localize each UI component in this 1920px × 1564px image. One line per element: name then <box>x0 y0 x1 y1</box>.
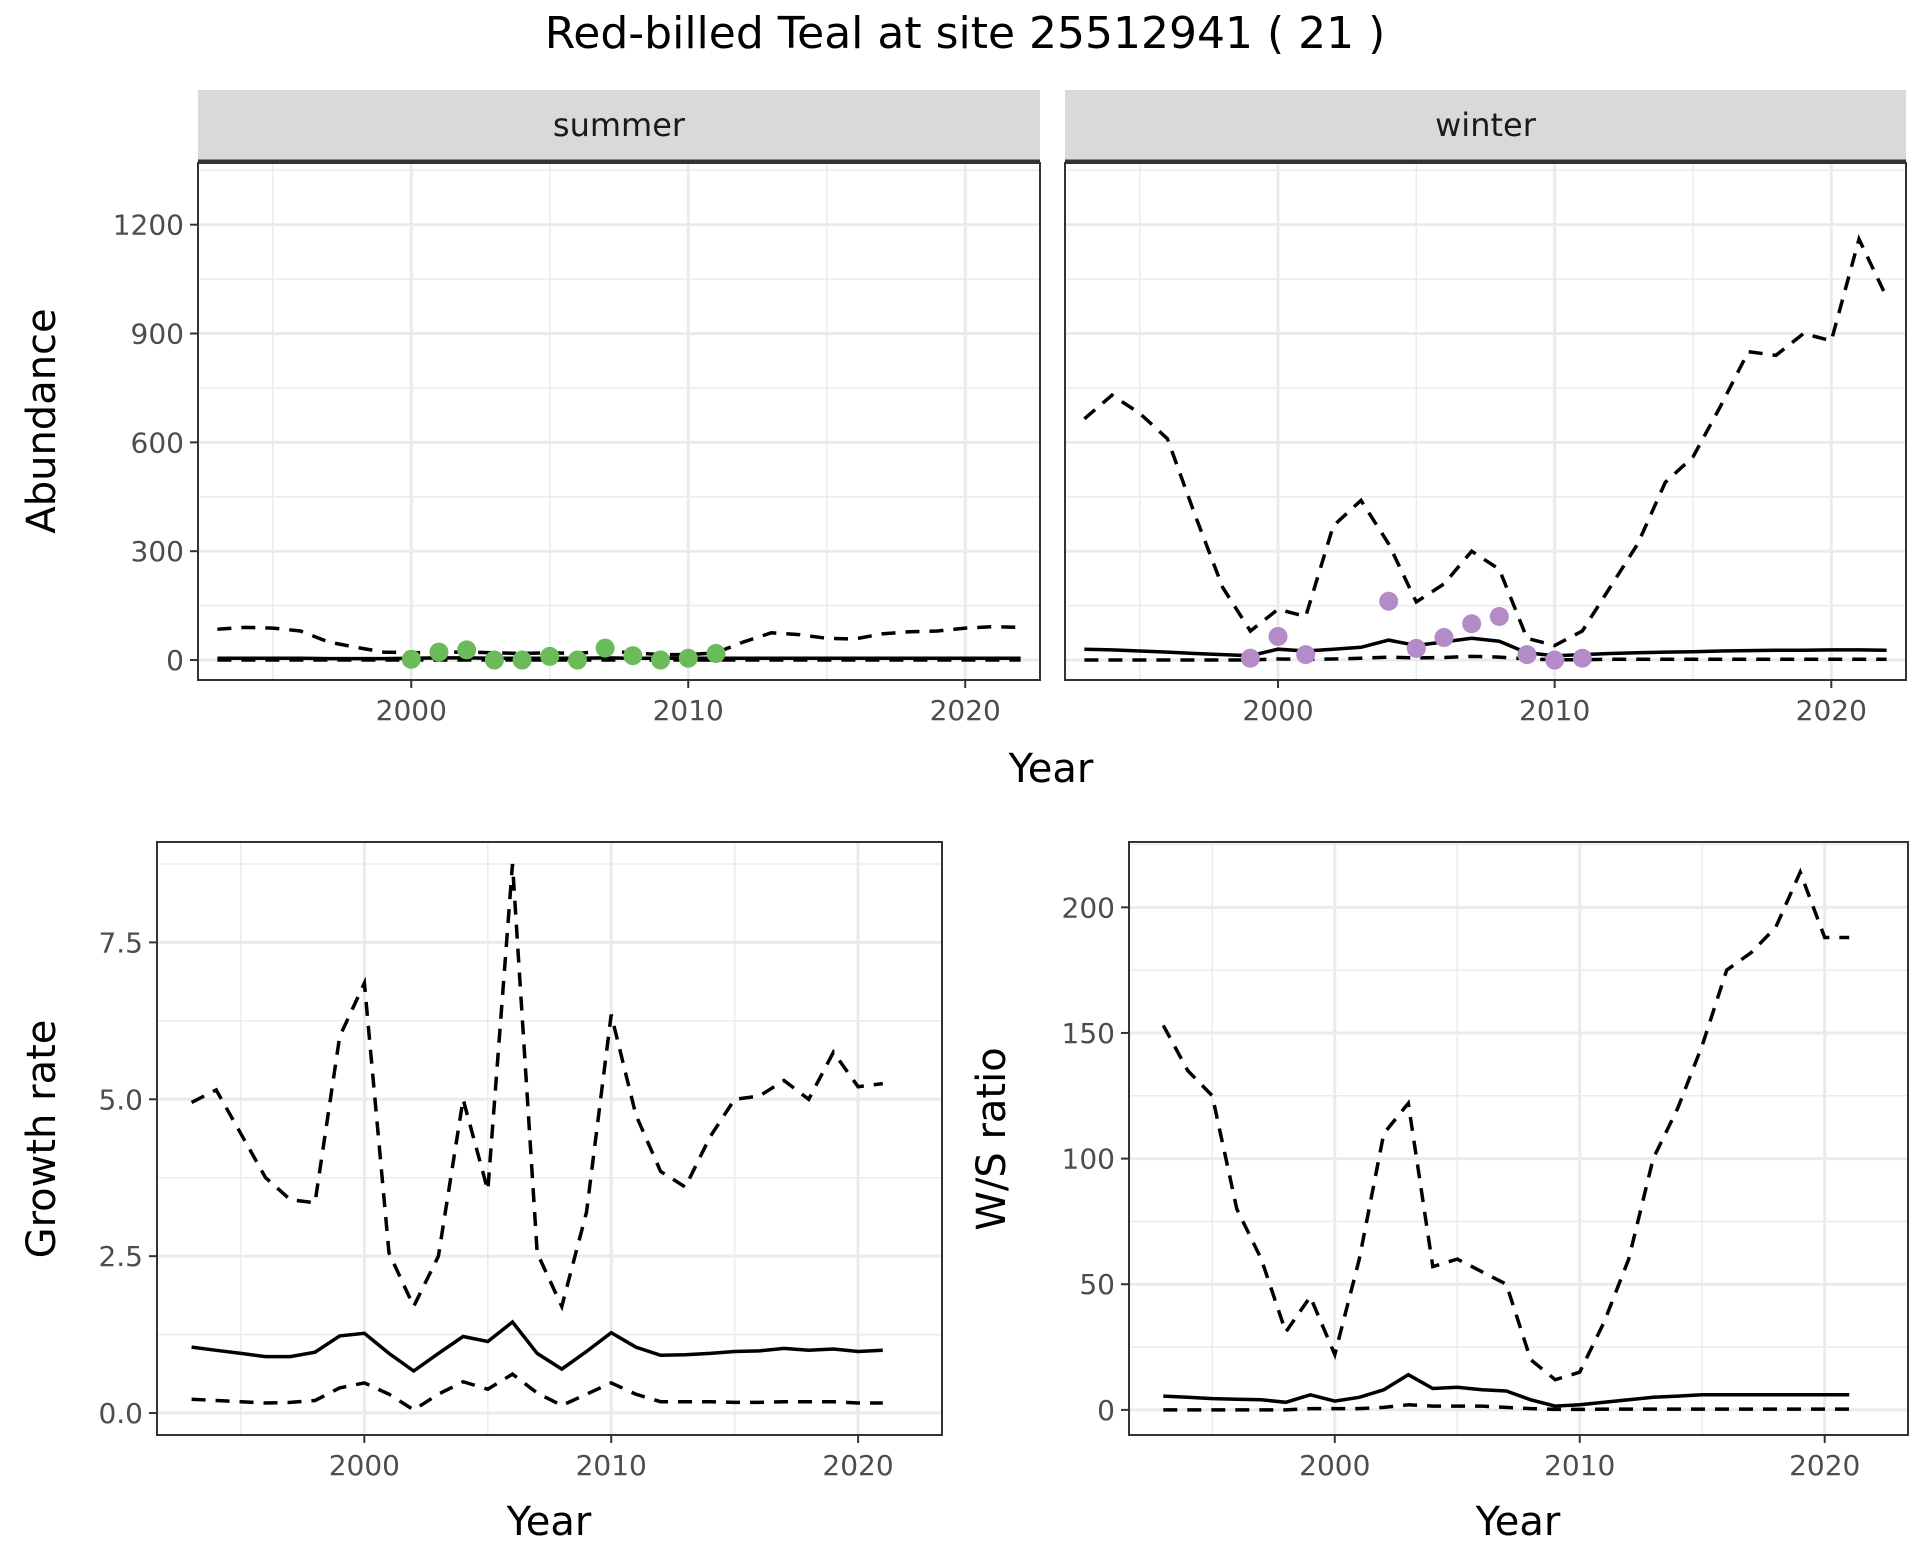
chart-title: Red-billed Teal at site 25512941 ( 21 ) <box>545 8 1386 59</box>
x-tick-label: 2000 <box>376 694 447 727</box>
strip-background <box>1065 90 1906 160</box>
strip-background <box>198 90 1040 160</box>
data-point <box>623 646 643 666</box>
x-tick-label: 2020 <box>930 694 1001 727</box>
y-axis-title: Growth rate <box>19 1020 65 1259</box>
series-line-upper <box>1083 234 1889 648</box>
panel-winter: winter 2000 2010 2020 <box>1064 90 1907 727</box>
x-tick-label: 2010 <box>1544 1449 1615 1482</box>
x-tick-label: 2000 <box>1242 694 1313 727</box>
panel-growth: 2000 2010 2020 0.0 2.5 5.0 7.5 Growth rate Year <box>19 841 943 1545</box>
strip-label-winter: winter <box>1435 106 1537 144</box>
panel-border <box>1128 841 1909 1436</box>
data-point <box>1296 645 1316 665</box>
series-line-mean <box>191 1319 883 1374</box>
y-axis-title: W/S ratio <box>969 1047 1015 1230</box>
series-line-upper <box>1161 867 1850 1382</box>
panel-summer: summer 2000 2010 2020 0 300 600 900 1200 Abundanc… <box>19 90 1041 727</box>
y-tick-label: 50 <box>1079 1268 1115 1301</box>
strip-label-summer: summer <box>553 106 686 144</box>
y-tick-label: 1200 <box>113 209 184 242</box>
x-axis-title-shared: Year <box>1008 746 1094 792</box>
data-point <box>651 650 671 670</box>
data-point <box>1268 626 1288 646</box>
y-tick-label: 0.0 <box>98 1397 143 1430</box>
series-line-lower <box>1084 654 1887 662</box>
y-tick-label: 600 <box>131 426 184 459</box>
x-tick-label: 2020 <box>1789 1449 1860 1482</box>
data-point <box>1572 648 1592 668</box>
data-point <box>1379 591 1399 611</box>
data-point <box>1434 628 1454 648</box>
x-tick-label: 2020 <box>1796 694 1867 727</box>
data-point <box>1462 614 1482 634</box>
data-point <box>484 650 504 670</box>
x-tick-label: 2000 <box>1299 1449 1370 1482</box>
series-line-mean <box>1163 1372 1850 1408</box>
panel-border <box>1064 162 1907 681</box>
data-point <box>678 648 698 668</box>
y-tick-label: 200 <box>1062 891 1115 924</box>
data-point <box>1240 648 1260 668</box>
series-line-upper <box>190 863 884 1312</box>
x-tick-label: 2010 <box>1519 694 1590 727</box>
series-line-upper <box>217 624 1021 657</box>
x-axis-title: Year <box>506 1499 592 1545</box>
series-line-lower <box>1163 1403 1850 1412</box>
data-point <box>1489 607 1509 627</box>
data-point <box>512 650 532 670</box>
data-point <box>1406 638 1426 658</box>
data-point <box>429 642 449 662</box>
data-point <box>1545 650 1565 670</box>
x-tick-label: 2020 <box>822 1449 893 1482</box>
data-point <box>1517 645 1537 665</box>
data-point <box>457 640 477 660</box>
y-axis-title: Abundance <box>19 308 65 533</box>
y-tick-label: 0 <box>166 644 184 677</box>
y-tick-label: 7.5 <box>98 926 143 959</box>
data-point <box>706 644 726 664</box>
x-axis-title: Year <box>1475 1499 1561 1545</box>
y-tick-label: 100 <box>1062 1143 1115 1176</box>
series-line-lower <box>191 1371 883 1412</box>
y-tick-label: 150 <box>1062 1017 1115 1050</box>
x-tick-label: 2010 <box>576 1449 647 1482</box>
y-tick-label: 5.0 <box>98 1083 143 1116</box>
y-tick-label: 300 <box>131 535 184 568</box>
panel-border <box>197 162 1041 681</box>
x-tick-label: 2000 <box>329 1449 400 1482</box>
panel-ws_ratio: 2000 2010 2020 0 50 100 150 200 W/S ratio Year <box>969 841 1909 1545</box>
series-line-mean <box>1084 636 1887 658</box>
y-tick-label: 2.5 <box>98 1240 143 1273</box>
panel-border <box>156 841 943 1436</box>
data-point <box>401 649 421 669</box>
x-tick-label: 2010 <box>653 694 724 727</box>
y-tick-label: 900 <box>131 318 184 351</box>
data-point <box>595 638 615 658</box>
data-point <box>540 646 560 666</box>
y-tick-label: 0 <box>1097 1394 1115 1427</box>
data-point <box>567 650 587 670</box>
